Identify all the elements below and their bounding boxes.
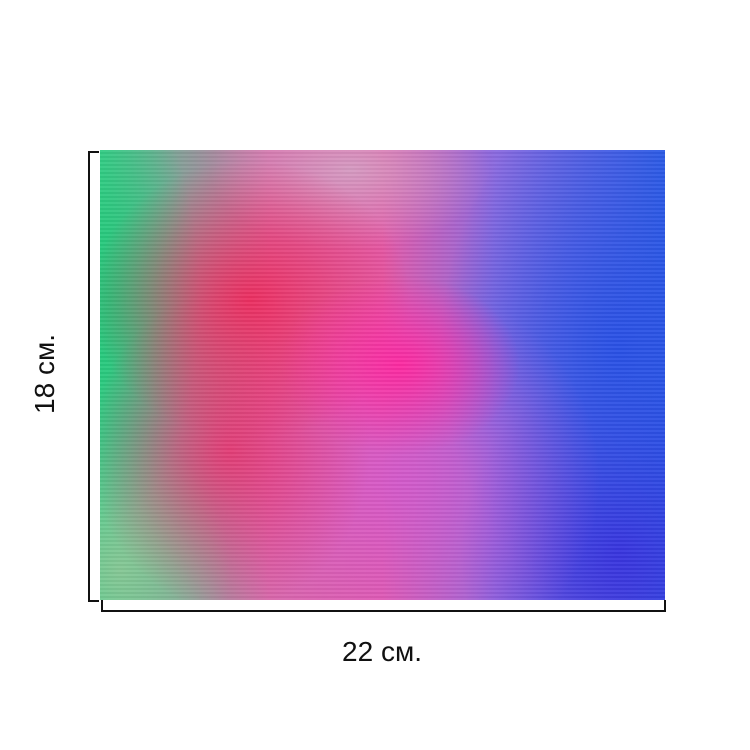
product-artwork-image [100,150,665,600]
height-dimension-bracket [88,151,99,602]
width-dimension-bracket [101,600,666,612]
width-label: 22 см. [342,636,422,667]
height-label: 18 см. [29,334,60,414]
